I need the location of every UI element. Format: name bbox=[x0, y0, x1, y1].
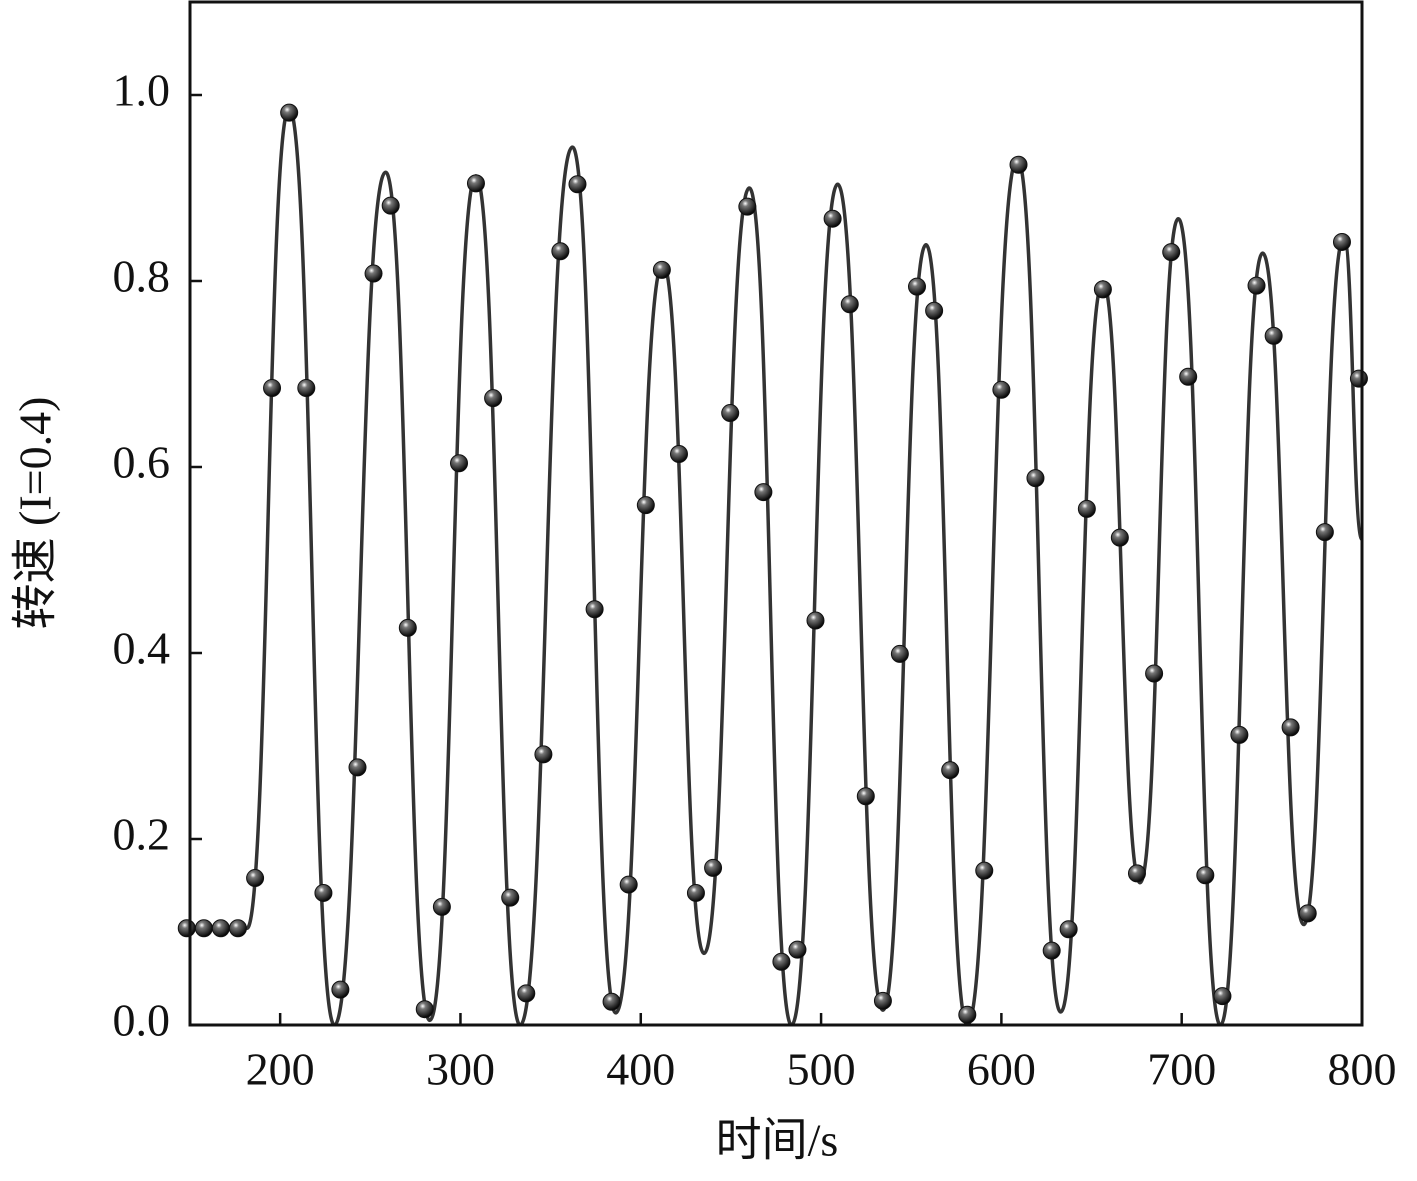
x-tick-label: 200 bbox=[246, 1044, 315, 1095]
point bbox=[263, 378, 282, 397]
plot-area bbox=[190, 106, 1362, 1025]
point bbox=[297, 378, 316, 397]
point bbox=[704, 858, 723, 877]
point bbox=[873, 991, 892, 1010]
point bbox=[1127, 864, 1146, 883]
point bbox=[194, 919, 213, 938]
point bbox=[1179, 367, 1198, 386]
x-tick-label: 500 bbox=[787, 1044, 856, 1095]
point bbox=[1162, 243, 1181, 262]
point bbox=[517, 984, 536, 1003]
point bbox=[652, 260, 671, 279]
point bbox=[246, 869, 265, 888]
point bbox=[364, 264, 383, 283]
point bbox=[381, 196, 400, 215]
point bbox=[1026, 469, 1045, 488]
point bbox=[754, 483, 773, 502]
point bbox=[669, 444, 688, 463]
point bbox=[314, 883, 333, 902]
point bbox=[686, 883, 705, 902]
point bbox=[992, 380, 1011, 399]
point bbox=[806, 611, 825, 630]
point bbox=[398, 618, 417, 637]
point bbox=[228, 919, 247, 938]
y-axis-label: 转速 (I=0.4) bbox=[10, 397, 61, 630]
line bbox=[190, 106, 1362, 1025]
point bbox=[975, 861, 994, 880]
x-axis-label: 时间/s bbox=[716, 1115, 839, 1166]
x-tick-label: 700 bbox=[1147, 1044, 1216, 1095]
point bbox=[1349, 369, 1368, 388]
point bbox=[1093, 280, 1112, 299]
point bbox=[466, 174, 485, 193]
point bbox=[280, 103, 299, 122]
point bbox=[331, 980, 350, 999]
point bbox=[602, 992, 621, 1011]
point bbox=[1281, 718, 1300, 737]
plot-frame bbox=[188, 0, 1364, 1027]
y-tick-label: 0.4 bbox=[113, 623, 171, 674]
point bbox=[501, 888, 520, 907]
y-tick-label: 0.0 bbox=[113, 995, 171, 1046]
point bbox=[772, 952, 791, 971]
point bbox=[585, 600, 604, 619]
point bbox=[908, 277, 927, 296]
point bbox=[840, 295, 859, 314]
point bbox=[1213, 987, 1232, 1006]
point bbox=[941, 761, 960, 780]
point bbox=[890, 644, 909, 663]
point bbox=[432, 897, 451, 916]
point bbox=[925, 301, 944, 320]
point bbox=[636, 496, 655, 515]
y-tick-label: 0.2 bbox=[113, 809, 171, 860]
x-tick-label: 600 bbox=[967, 1044, 1036, 1095]
point bbox=[619, 875, 638, 894]
point bbox=[1077, 499, 1096, 518]
point bbox=[568, 175, 587, 194]
point bbox=[1315, 523, 1334, 542]
point bbox=[1230, 725, 1249, 744]
point bbox=[1247, 276, 1266, 295]
point bbox=[1042, 941, 1061, 960]
point bbox=[823, 209, 842, 228]
y-tick-label: 0.6 bbox=[113, 437, 171, 488]
point bbox=[415, 1000, 434, 1019]
point bbox=[1298, 904, 1317, 923]
point bbox=[348, 758, 367, 777]
point bbox=[1196, 866, 1215, 885]
point bbox=[1009, 155, 1028, 174]
x-tick-label: 300 bbox=[426, 1044, 495, 1095]
point bbox=[721, 404, 740, 423]
y-tick-label: 0.8 bbox=[113, 251, 171, 302]
point bbox=[450, 454, 469, 473]
point bbox=[958, 1005, 977, 1024]
point bbox=[1332, 232, 1351, 251]
point bbox=[738, 197, 757, 216]
point bbox=[534, 745, 553, 764]
point bbox=[1264, 326, 1283, 345]
point bbox=[1145, 664, 1164, 683]
point bbox=[1110, 528, 1129, 547]
point bbox=[788, 940, 807, 959]
x-tick-label: 800 bbox=[1328, 1044, 1397, 1095]
point bbox=[484, 389, 503, 408]
point bbox=[177, 919, 196, 938]
y-tick-label: 1.0 bbox=[113, 65, 171, 116]
point bbox=[856, 787, 875, 806]
point bbox=[211, 919, 230, 938]
x-tick-label: 400 bbox=[606, 1044, 675, 1095]
point bbox=[551, 242, 570, 261]
point bbox=[1059, 920, 1078, 939]
